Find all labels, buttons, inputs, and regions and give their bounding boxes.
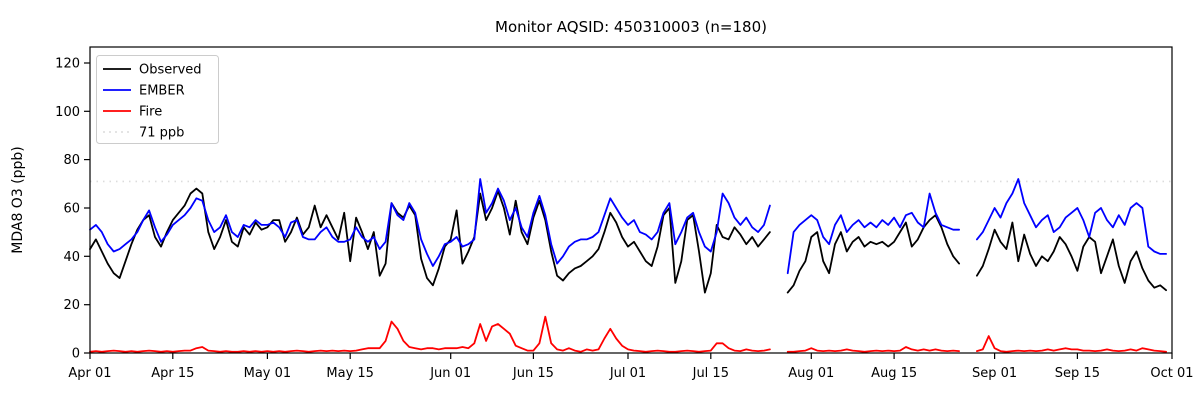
x-tick-label-Jul-01: Jul 01 [609,366,646,381]
x-tick-label-Apr-15: Apr 15 [151,366,194,381]
legend: Observed EMBER Fire 71 ppb [96,55,219,144]
legend-label-observed: Observed [139,63,202,78]
legend-item-threshold: 71 ppb [103,126,184,141]
y-tick-label-80: 80 [63,153,80,168]
legend-item-ember: EMBER [103,84,185,99]
legend-label-fire: Fire [139,105,162,120]
x-tick-label-May-15: May 15 [326,366,374,381]
chart-title: Monitor AQSID: 450310003 (n=180) [495,18,767,36]
legend-item-observed: Observed [103,63,202,78]
x-tick-label-Jun-01: Jun 01 [429,366,471,381]
x-tick-label-Jun-15: Jun 15 [512,366,554,381]
x-tick-label-Sep-01: Sep 01 [972,366,1017,381]
axes-frame [89,46,1173,354]
legend-label-threshold: 71 ppb [139,126,184,141]
y-tick-label-120: 120 [55,57,80,72]
x-tick-label-May-01: May 01 [244,366,292,381]
plot-area [90,47,1172,353]
y-tick-label-20: 20 [63,298,80,313]
legend-label-ember: EMBER [139,84,185,99]
ember-line [89,178,1167,275]
series-lines [89,178,1167,353]
legend-box [96,55,219,144]
y-tick-label-100: 100 [55,105,80,120]
x-tick-label-Apr-01: Apr 01 [68,366,111,381]
x-tick-label-Sep-15: Sep 15 [1055,366,1100,381]
x-tick-label-Aug-01: Aug 01 [788,366,834,381]
y-tick-label-60: 60 [63,202,80,217]
legend-item-fire: Fire [103,105,162,120]
x-tick-label-Aug-15: Aug 15 [871,366,917,381]
y-axis-ticks: 0 20 40 60 80 100 120 [55,57,90,362]
observed-line [89,187,1167,294]
fire-line [89,315,1167,353]
y-tick-label-40: 40 [63,250,80,265]
y-tick-label-0: 0 [72,347,80,362]
x-tick-label-Oct-01: Oct 01 [1150,366,1193,381]
y-axis-label: MDA8 O3 (ppb) [10,146,26,254]
x-tick-label-Jul-15: Jul 15 [692,366,729,381]
x-axis-ticks: Apr 01 Apr 15 May 01 May 15 Jun 01 Jun 15 Jul … [68,353,1194,381]
